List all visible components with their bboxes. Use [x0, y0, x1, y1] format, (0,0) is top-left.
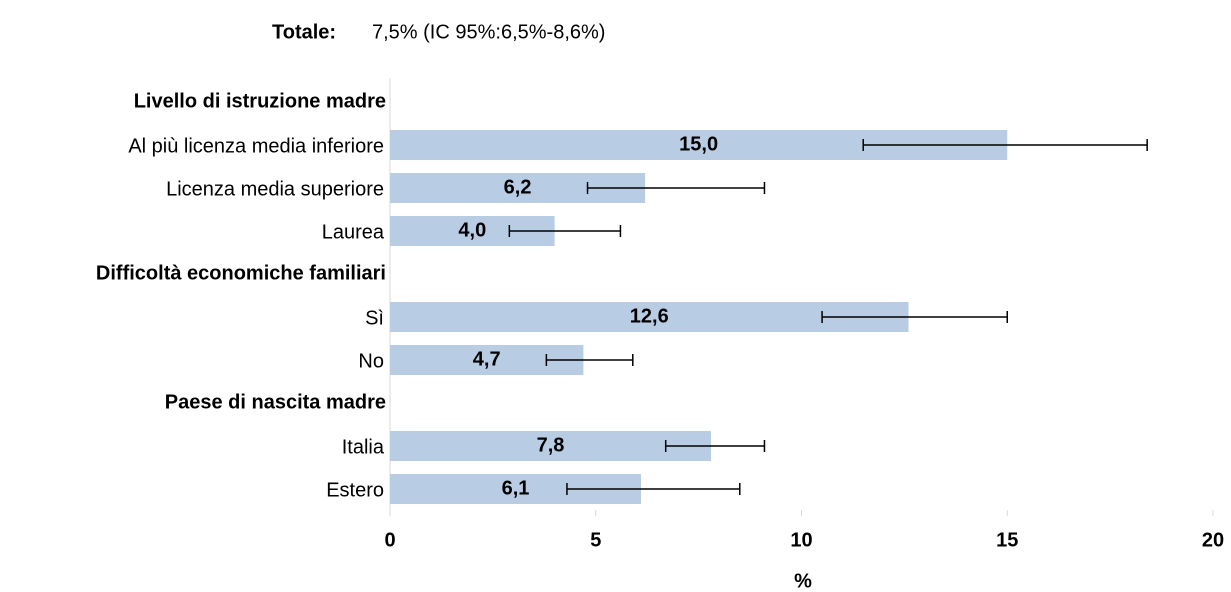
x-tick-label: 15	[996, 529, 1018, 551]
title-label: Totale:	[272, 21, 336, 43]
value-label: 4,7	[473, 348, 501, 370]
value-label: 6,2	[504, 176, 532, 198]
y-tick-label: Licenza media superiore	[166, 178, 384, 200]
x-tick-label: 5	[590, 529, 601, 551]
x-tick-label: 0	[384, 529, 395, 551]
y-tick-label: Estero	[326, 479, 384, 501]
x-tick-label: 10	[790, 529, 812, 551]
bar	[390, 431, 711, 461]
value-label: 6,1	[502, 477, 530, 499]
value-label: 12,6	[630, 305, 669, 327]
y-tick-label: No	[358, 350, 384, 372]
group-label: Difficoltà economiche familiari	[96, 262, 386, 284]
group-label: Livello di istruzione madre	[134, 90, 386, 112]
value-label: 7,8	[537, 434, 565, 456]
title-value: 7,5% (IC 95%:6,5%-8,6%)	[372, 21, 605, 43]
value-label: 15,0	[679, 133, 718, 155]
y-tick-label: Italia	[342, 436, 385, 458]
y-tick-label: Al più licenza media inferiore	[128, 135, 384, 157]
y-tick-label: Laurea	[322, 221, 385, 243]
x-axis-label: %	[794, 570, 812, 592]
x-tick-label: 20	[1202, 529, 1224, 551]
group-label: Paese di nascita madre	[165, 391, 386, 413]
value-label: 4,0	[458, 219, 486, 241]
y-tick-label: Sì	[365, 307, 384, 329]
